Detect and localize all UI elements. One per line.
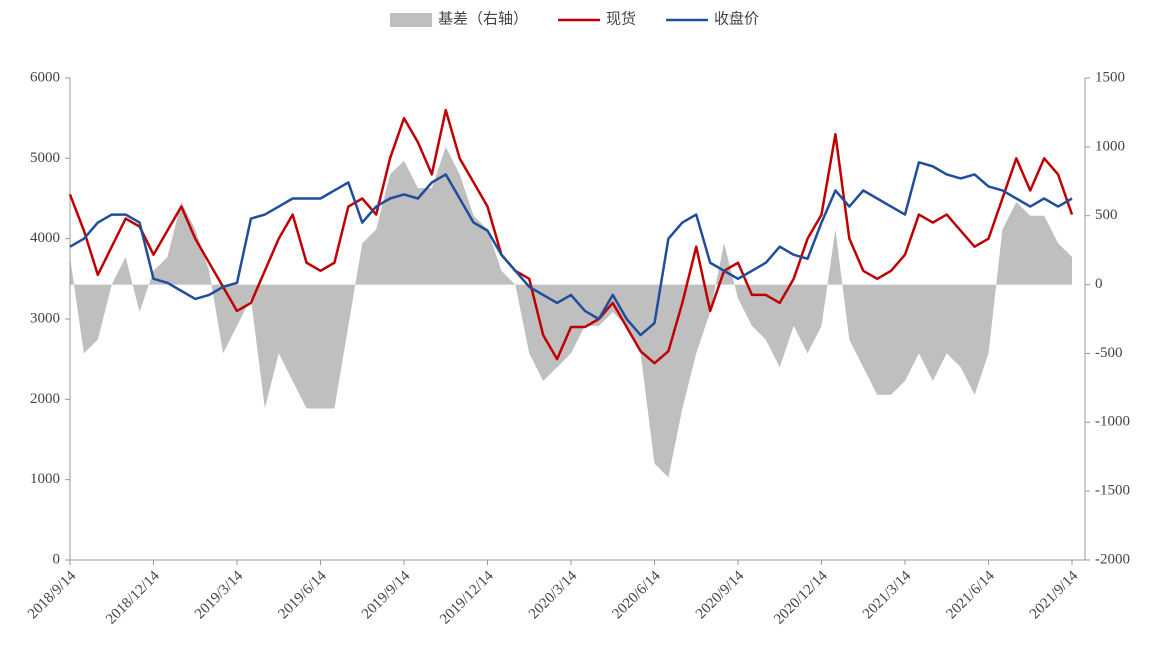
x-tick-label: 2021/9/14 xyxy=(1027,568,1082,623)
y2-tick-label: -500 xyxy=(1095,345,1123,361)
y2-tick-label: 1500 xyxy=(1095,69,1125,85)
y2-tick-label: -1000 xyxy=(1095,414,1130,430)
y-tick-label: 3000 xyxy=(30,310,60,326)
x-tick-label: 2020/6/14 xyxy=(609,568,664,623)
y2-tick-label: 500 xyxy=(1095,207,1118,223)
y-tick-label: 2000 xyxy=(30,391,60,407)
x-tick-label: 2019/9/14 xyxy=(359,568,414,623)
x-tick-label: 2021/3/14 xyxy=(860,568,915,623)
line-series xyxy=(68,108,1074,365)
line-series xyxy=(69,161,1073,337)
x-tick-label: 2020/12/14 xyxy=(771,568,831,628)
x-tick-label: 2021/6/14 xyxy=(943,568,998,623)
x-tick-label: 2019/3/14 xyxy=(192,568,247,623)
y-tick-label: 5000 xyxy=(30,150,60,166)
y-tick-label: 4000 xyxy=(30,230,60,246)
y2-tick-label: 0 xyxy=(1095,276,1103,292)
y-tick-label: 1000 xyxy=(30,471,60,487)
x-tick-label: 2020/3/14 xyxy=(526,568,581,623)
basis-area xyxy=(70,146,1072,478)
y2-tick-label: 1000 xyxy=(1095,138,1125,154)
legend-label: 收盘价 xyxy=(714,9,759,27)
x-tick-label: 2019/12/14 xyxy=(437,568,497,628)
y2-tick-label: -2000 xyxy=(1095,551,1130,567)
y2-tick-label: -1500 xyxy=(1095,483,1130,499)
legend-label: 现货 xyxy=(606,10,636,27)
x-tick-label: 2020/9/14 xyxy=(693,568,748,623)
legend-swatch xyxy=(390,13,432,27)
y-tick-label: 6000 xyxy=(30,69,60,85)
legend-label: 基差（右轴） xyxy=(438,10,528,27)
y-tick-label: 0 xyxy=(53,551,61,567)
x-tick-label: 2019/6/14 xyxy=(275,568,330,623)
x-tick-label: 2018/9/14 xyxy=(25,568,80,623)
x-tick-label: 2018/12/14 xyxy=(103,568,163,628)
